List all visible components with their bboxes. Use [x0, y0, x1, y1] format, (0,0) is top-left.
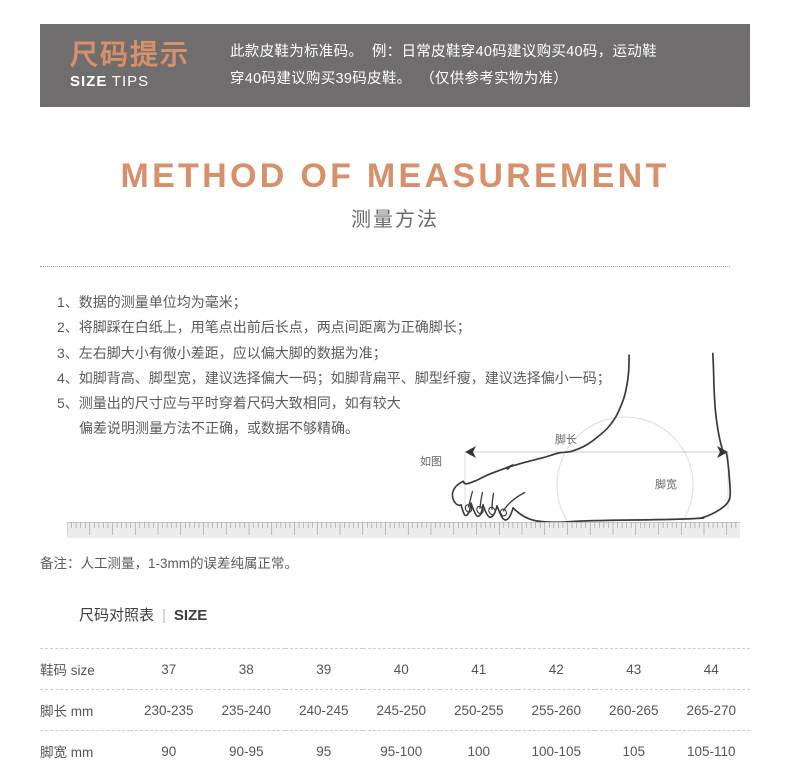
svg-text:脚长: 脚长: [555, 432, 577, 446]
svg-text:如图: 如图: [420, 454, 442, 468]
svg-text:脚宽: 脚宽: [655, 477, 677, 491]
